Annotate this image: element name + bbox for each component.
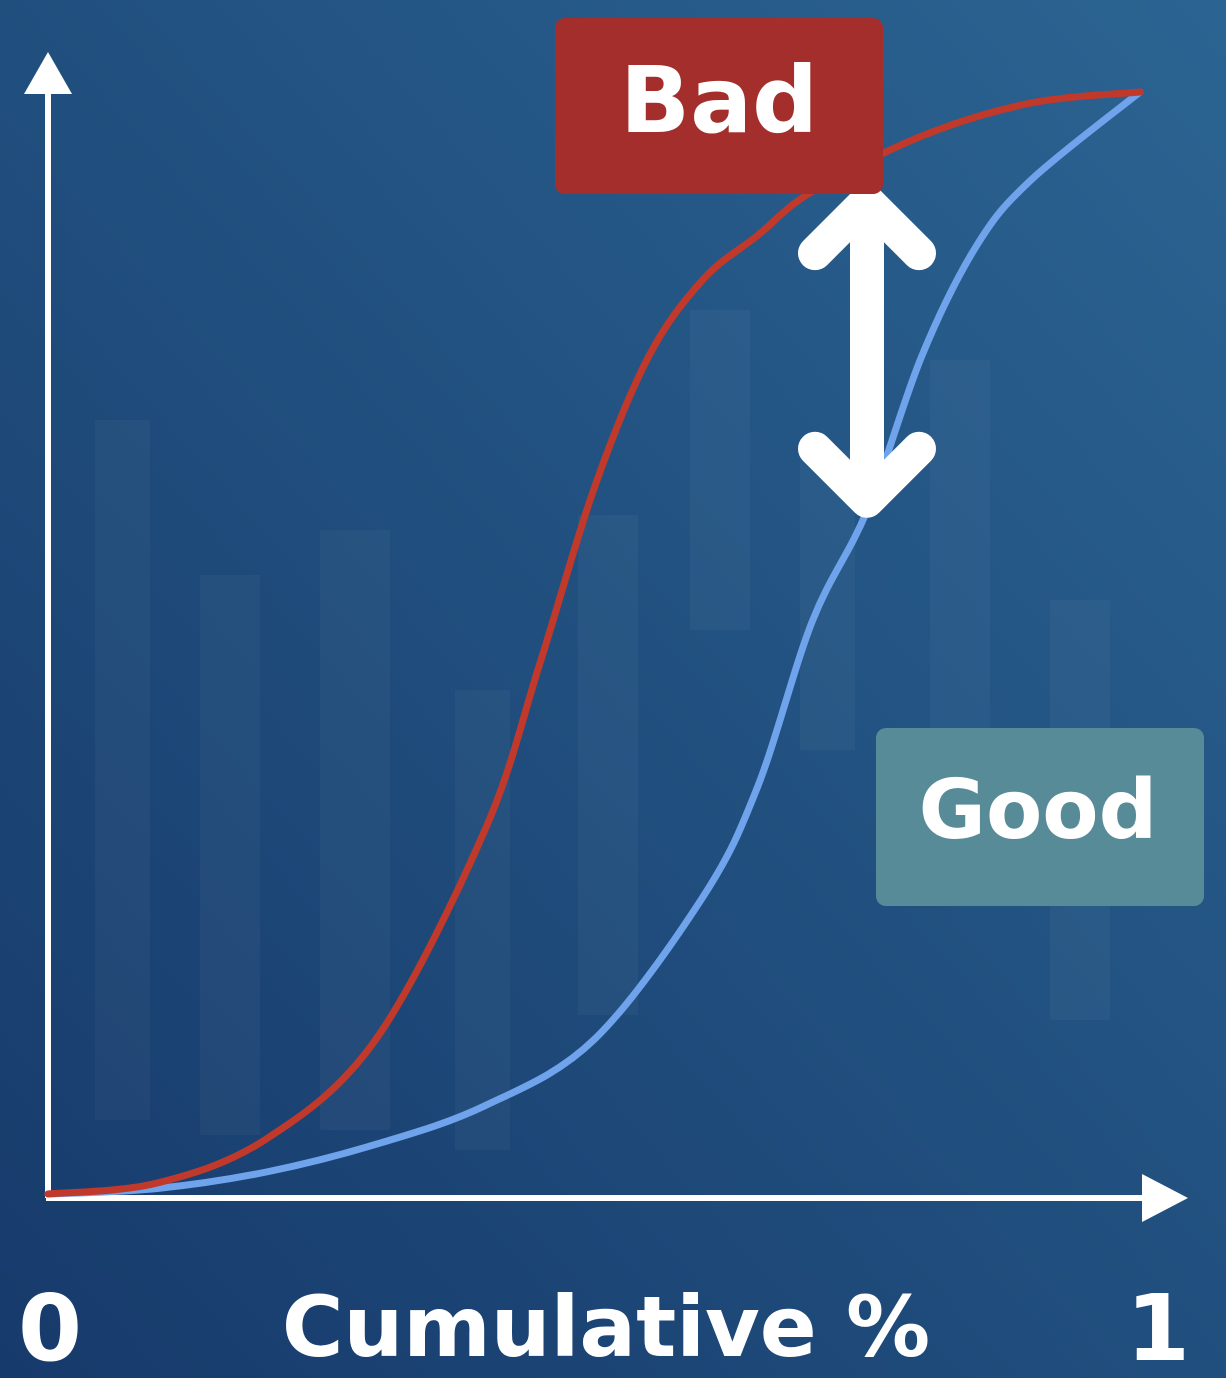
background-bar (578, 515, 638, 1015)
background-bar (690, 310, 750, 630)
ks-distance-arrow-icon (798, 184, 936, 518)
annotation-layer (798, 184, 936, 518)
x-axis-label: Cumulative % (282, 1278, 930, 1376)
arrow-head-down (798, 431, 936, 518)
background-bar (930, 360, 990, 780)
y-axis-arrow-icon (24, 52, 72, 94)
series-line-bad (44, 88, 1144, 1198)
good-label-background (876, 728, 1204, 906)
x-tick-label-1: 1 (1126, 1275, 1190, 1378)
background-bar (455, 690, 510, 1150)
bad-label-box: Bad (555, 18, 883, 194)
arrow-head-up (798, 184, 936, 271)
bad-label-background (555, 18, 883, 194)
series-layer (44, 88, 1144, 1198)
background-bar (95, 420, 150, 1120)
x-axis-arrow-icon (1142, 1174, 1188, 1222)
x-tick-label-0: 0 (18, 1275, 82, 1378)
axes (24, 52, 1188, 1222)
series-line-good (44, 88, 1144, 1198)
good-label-box: Good (876, 728, 1204, 906)
good-label: Good (919, 763, 1158, 858)
background-bar (200, 575, 260, 1135)
bad-label: Bad (620, 47, 818, 154)
